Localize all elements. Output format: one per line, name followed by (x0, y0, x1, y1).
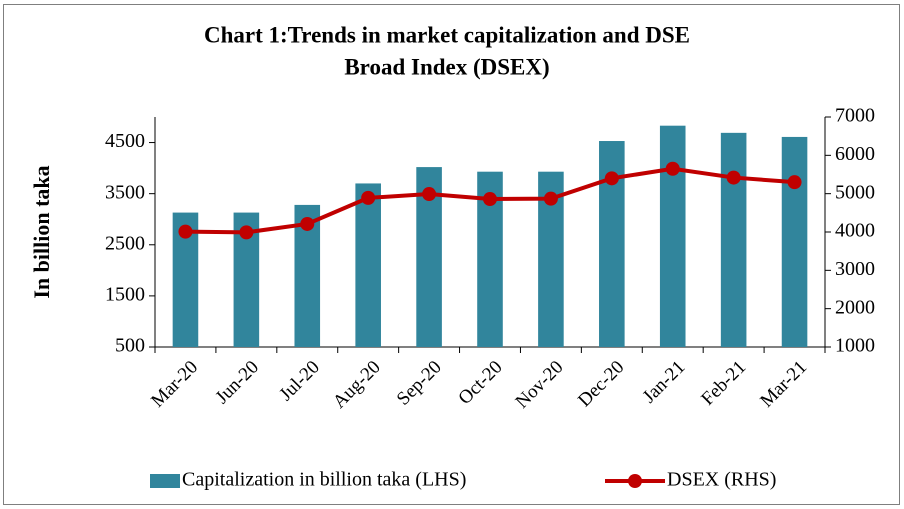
bar (659, 125, 686, 347)
line-marker (604, 171, 619, 186)
y-tick-label: 500 (115, 335, 145, 357)
bar (720, 132, 747, 347)
line-marker (726, 170, 741, 185)
line-marker (239, 225, 254, 240)
legend: Capitalization in billion taka (LHS) DSEX… (150, 469, 776, 491)
y2-tick-label: 1000 (835, 335, 875, 357)
line-marker (787, 175, 802, 190)
legend-label: DSEX (RHS) (667, 469, 776, 491)
chart-title: Broad Index (DSEX) (344, 54, 549, 79)
chart-border (3, 4, 900, 505)
y-tick-label: 1500 (105, 283, 145, 305)
y2-tick-label: 5000 (835, 181, 875, 203)
y2-tick-label: 3000 (835, 258, 875, 280)
line-marker (361, 190, 376, 205)
line-marker (483, 192, 497, 207)
line-marker (665, 161, 680, 176)
y2-tick-label: 4000 (835, 220, 875, 242)
y-axis-label: In billion taka (29, 165, 54, 298)
line-marker (300, 216, 315, 231)
y2-tick-label: 7000 (835, 105, 875, 127)
y-tick-label: 4500 (105, 130, 145, 152)
y-tick-label: 3500 (105, 181, 145, 203)
legend-label: Capitalization in billion taka (LHS) (182, 469, 466, 491)
line-marker (422, 187, 437, 202)
chart-title: Chart 1:Trends in market capitalization … (204, 22, 690, 47)
legend-swatch (150, 474, 180, 488)
legend-swatch (628, 474, 642, 488)
y2-tick-label: 6000 (835, 143, 875, 165)
bar (355, 183, 381, 347)
line-marker (178, 224, 193, 239)
y-tick-label: 2500 (105, 232, 145, 254)
bar (781, 136, 808, 347)
y2-tick-label: 2000 (835, 296, 875, 318)
line-marker (543, 191, 558, 206)
